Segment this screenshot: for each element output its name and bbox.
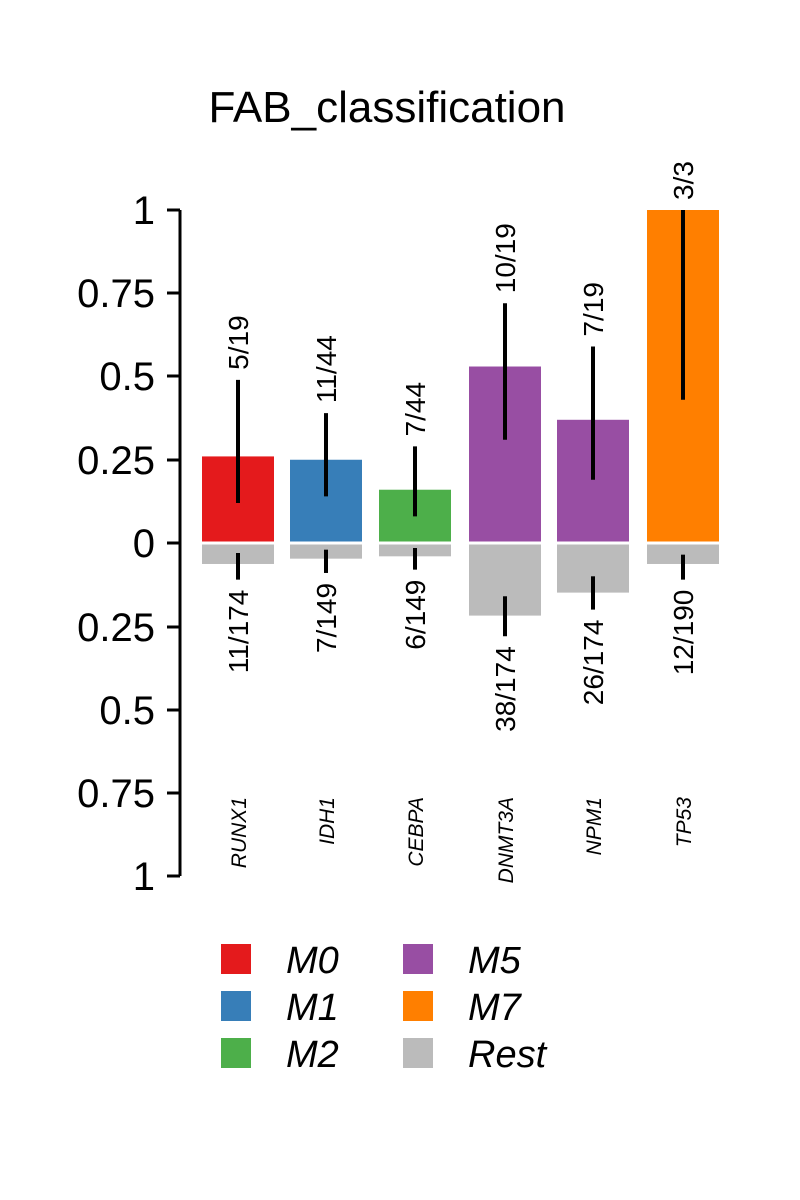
rest-value-label: 12/190 <box>668 590 699 676</box>
y-axis: 1 0.75 0.5 0.25 0 0.25 0.5 0.75 1 <box>77 189 182 899</box>
legend-label: M5 <box>468 940 522 982</box>
value-label: 10/19 <box>490 223 521 293</box>
legend-label: M2 <box>286 1034 339 1076</box>
legend-swatch <box>221 944 251 974</box>
y-tick-label: 0 <box>133 522 155 566</box>
value-label: 3/3 <box>668 161 699 200</box>
value-label: 7/44 <box>400 382 431 437</box>
category-label: IDH1 <box>316 797 339 845</box>
legend-label: Rest <box>468 1034 548 1076</box>
rest-value-label: 26/174 <box>578 620 609 706</box>
y-tick-label: 0.75 <box>77 772 155 816</box>
category-label: DNMT3A <box>495 797 518 883</box>
legend-label: M0 <box>286 940 339 982</box>
y-tick-label: 0.5 <box>99 355 155 399</box>
legend-swatch <box>221 1038 251 1068</box>
legend-label: M7 <box>468 987 523 1029</box>
legend-label: M1 <box>286 987 339 1029</box>
bars <box>195 210 725 637</box>
rest-value-label: 38/174 <box>490 646 521 732</box>
rest-value-label: 6/149 <box>400 580 431 650</box>
y-tick-label: 0.25 <box>77 606 155 650</box>
chart-title: FAB_classification <box>208 83 565 132</box>
value-label: 11/44 <box>311 335 342 403</box>
value-label: 7/19 <box>578 282 609 337</box>
legend-swatch <box>403 1038 433 1068</box>
legend-swatch <box>403 944 433 974</box>
y-tick-label: 1 <box>133 189 155 233</box>
legend-swatch <box>403 991 433 1021</box>
y-tick-label: 0.25 <box>77 439 155 483</box>
rest-value-label: 7/149 <box>311 583 342 653</box>
category-label: RUNX1 <box>228 797 251 868</box>
value-label: 5/19 <box>223 315 254 370</box>
category-label: TP53 <box>673 797 696 848</box>
y-tick-label: 1 <box>133 855 155 899</box>
y-tick-label: 0.5 <box>99 689 155 733</box>
rest-bar-tp53 <box>647 543 719 564</box>
category-labels: RUNX1 IDH1 CEBPA DNMT3A NPM1 TP53 <box>228 797 696 884</box>
y-tick-label: 0.75 <box>77 272 155 316</box>
legend: M0 M1 M2 M5 M7 Rest <box>221 940 548 1076</box>
category-label: CEBPA <box>405 797 428 867</box>
rest-value-label: 11/174 <box>223 590 254 674</box>
legend-swatch <box>221 991 251 1021</box>
data-labels: 5/19 11/174 11/44 7/149 7/44 6/149 10/19 38/174… <box>223 161 699 732</box>
category-label: NPM1 <box>583 797 606 855</box>
